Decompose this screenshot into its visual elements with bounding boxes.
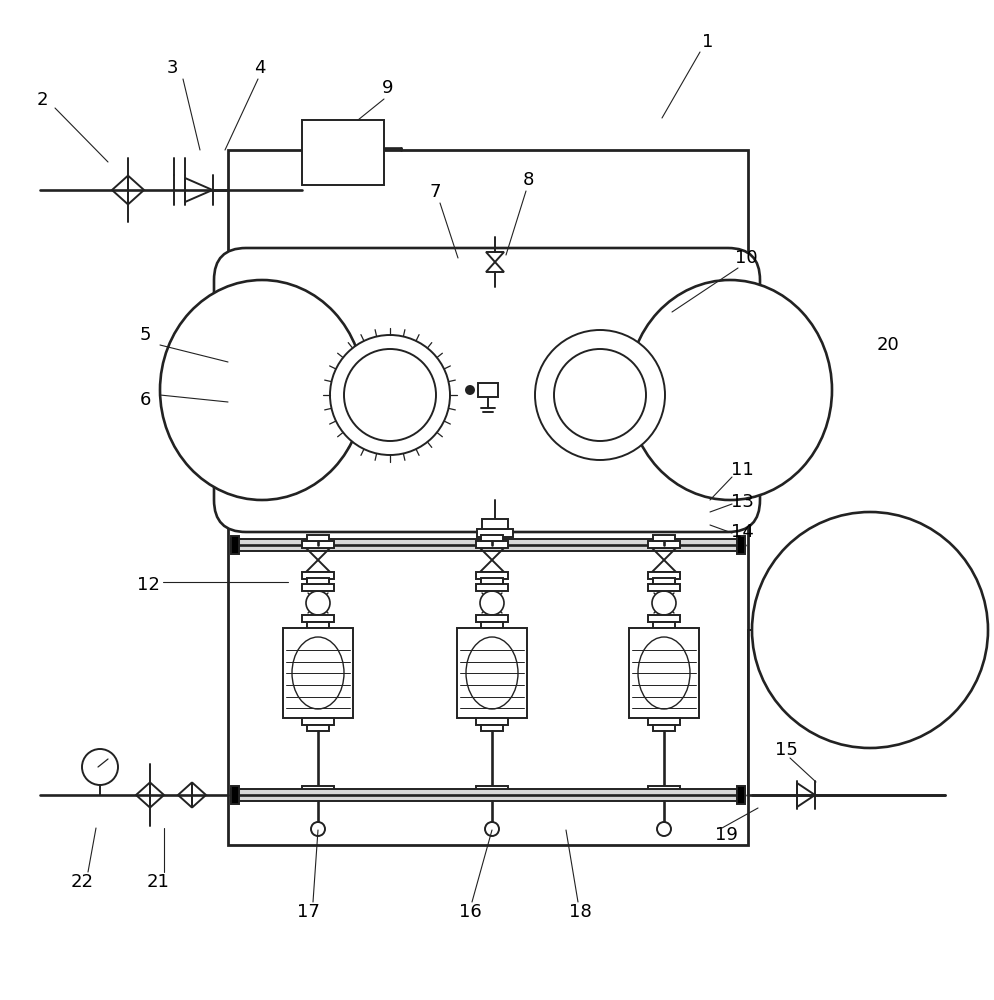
Bar xyxy=(481,578,503,584)
Bar xyxy=(302,541,334,548)
Bar xyxy=(653,725,675,731)
Bar xyxy=(478,383,498,397)
Bar xyxy=(307,579,329,585)
Bar xyxy=(231,789,745,801)
Bar xyxy=(307,622,329,628)
Bar xyxy=(307,535,329,541)
Bar xyxy=(648,786,680,793)
Text: 10: 10 xyxy=(735,249,757,267)
Bar xyxy=(302,718,334,725)
Text: 14: 14 xyxy=(731,523,753,541)
Circle shape xyxy=(535,330,665,460)
Text: 4: 4 xyxy=(254,59,265,77)
Circle shape xyxy=(466,386,474,394)
Text: 13: 13 xyxy=(731,493,753,511)
Bar xyxy=(648,584,680,591)
Text: 5: 5 xyxy=(139,326,151,344)
Text: 15: 15 xyxy=(774,741,797,759)
Ellipse shape xyxy=(638,637,690,709)
Bar xyxy=(653,622,675,628)
Bar xyxy=(307,725,329,731)
Bar xyxy=(228,150,748,845)
Text: 16: 16 xyxy=(458,903,481,921)
Text: 3: 3 xyxy=(166,59,178,77)
Circle shape xyxy=(652,591,676,615)
Bar xyxy=(477,529,513,537)
Ellipse shape xyxy=(628,280,832,500)
Bar xyxy=(737,786,745,804)
Bar xyxy=(476,615,508,622)
Bar xyxy=(653,578,675,584)
Circle shape xyxy=(82,749,118,785)
Circle shape xyxy=(752,512,988,748)
Bar xyxy=(481,535,503,541)
Text: 1: 1 xyxy=(703,33,714,51)
Bar xyxy=(653,535,675,541)
Text: 18: 18 xyxy=(569,903,591,921)
Bar xyxy=(302,120,384,185)
Text: 12: 12 xyxy=(136,576,159,594)
Bar xyxy=(648,541,680,548)
Circle shape xyxy=(657,822,671,836)
Bar xyxy=(457,628,527,718)
FancyBboxPatch shape xyxy=(214,248,760,532)
Text: 19: 19 xyxy=(715,826,738,844)
Bar xyxy=(648,572,680,579)
Bar xyxy=(302,572,334,579)
Text: 2: 2 xyxy=(36,91,48,109)
Bar xyxy=(231,536,239,554)
Bar xyxy=(737,536,745,554)
Circle shape xyxy=(480,591,504,615)
Circle shape xyxy=(330,335,450,455)
Bar xyxy=(629,628,699,718)
Bar xyxy=(481,725,503,731)
Bar xyxy=(476,572,508,579)
Bar xyxy=(302,615,334,622)
Circle shape xyxy=(306,591,330,615)
Bar xyxy=(283,628,353,718)
Text: 9: 9 xyxy=(383,79,394,97)
Bar xyxy=(307,578,329,584)
Bar xyxy=(476,786,508,793)
Bar xyxy=(648,615,680,622)
Bar xyxy=(302,584,334,591)
Bar xyxy=(476,584,508,591)
Circle shape xyxy=(344,349,436,441)
Bar xyxy=(476,541,508,548)
Circle shape xyxy=(554,349,646,441)
Text: 21: 21 xyxy=(146,873,169,891)
Bar xyxy=(481,579,503,585)
Text: 8: 8 xyxy=(522,171,534,189)
Circle shape xyxy=(311,822,325,836)
Text: 11: 11 xyxy=(731,461,753,479)
Bar xyxy=(653,579,675,585)
Bar xyxy=(231,786,239,804)
Bar xyxy=(231,539,745,551)
Text: 20: 20 xyxy=(877,336,900,354)
Text: 6: 6 xyxy=(139,391,151,409)
Bar xyxy=(476,718,508,725)
Bar xyxy=(648,718,680,725)
Ellipse shape xyxy=(292,637,344,709)
Bar xyxy=(481,622,503,628)
Text: 22: 22 xyxy=(71,873,93,891)
Bar xyxy=(482,519,508,529)
Bar xyxy=(302,786,334,793)
Text: 7: 7 xyxy=(429,183,440,201)
Ellipse shape xyxy=(466,637,518,709)
Ellipse shape xyxy=(160,280,364,500)
Circle shape xyxy=(485,822,499,836)
Text: 17: 17 xyxy=(296,903,319,921)
